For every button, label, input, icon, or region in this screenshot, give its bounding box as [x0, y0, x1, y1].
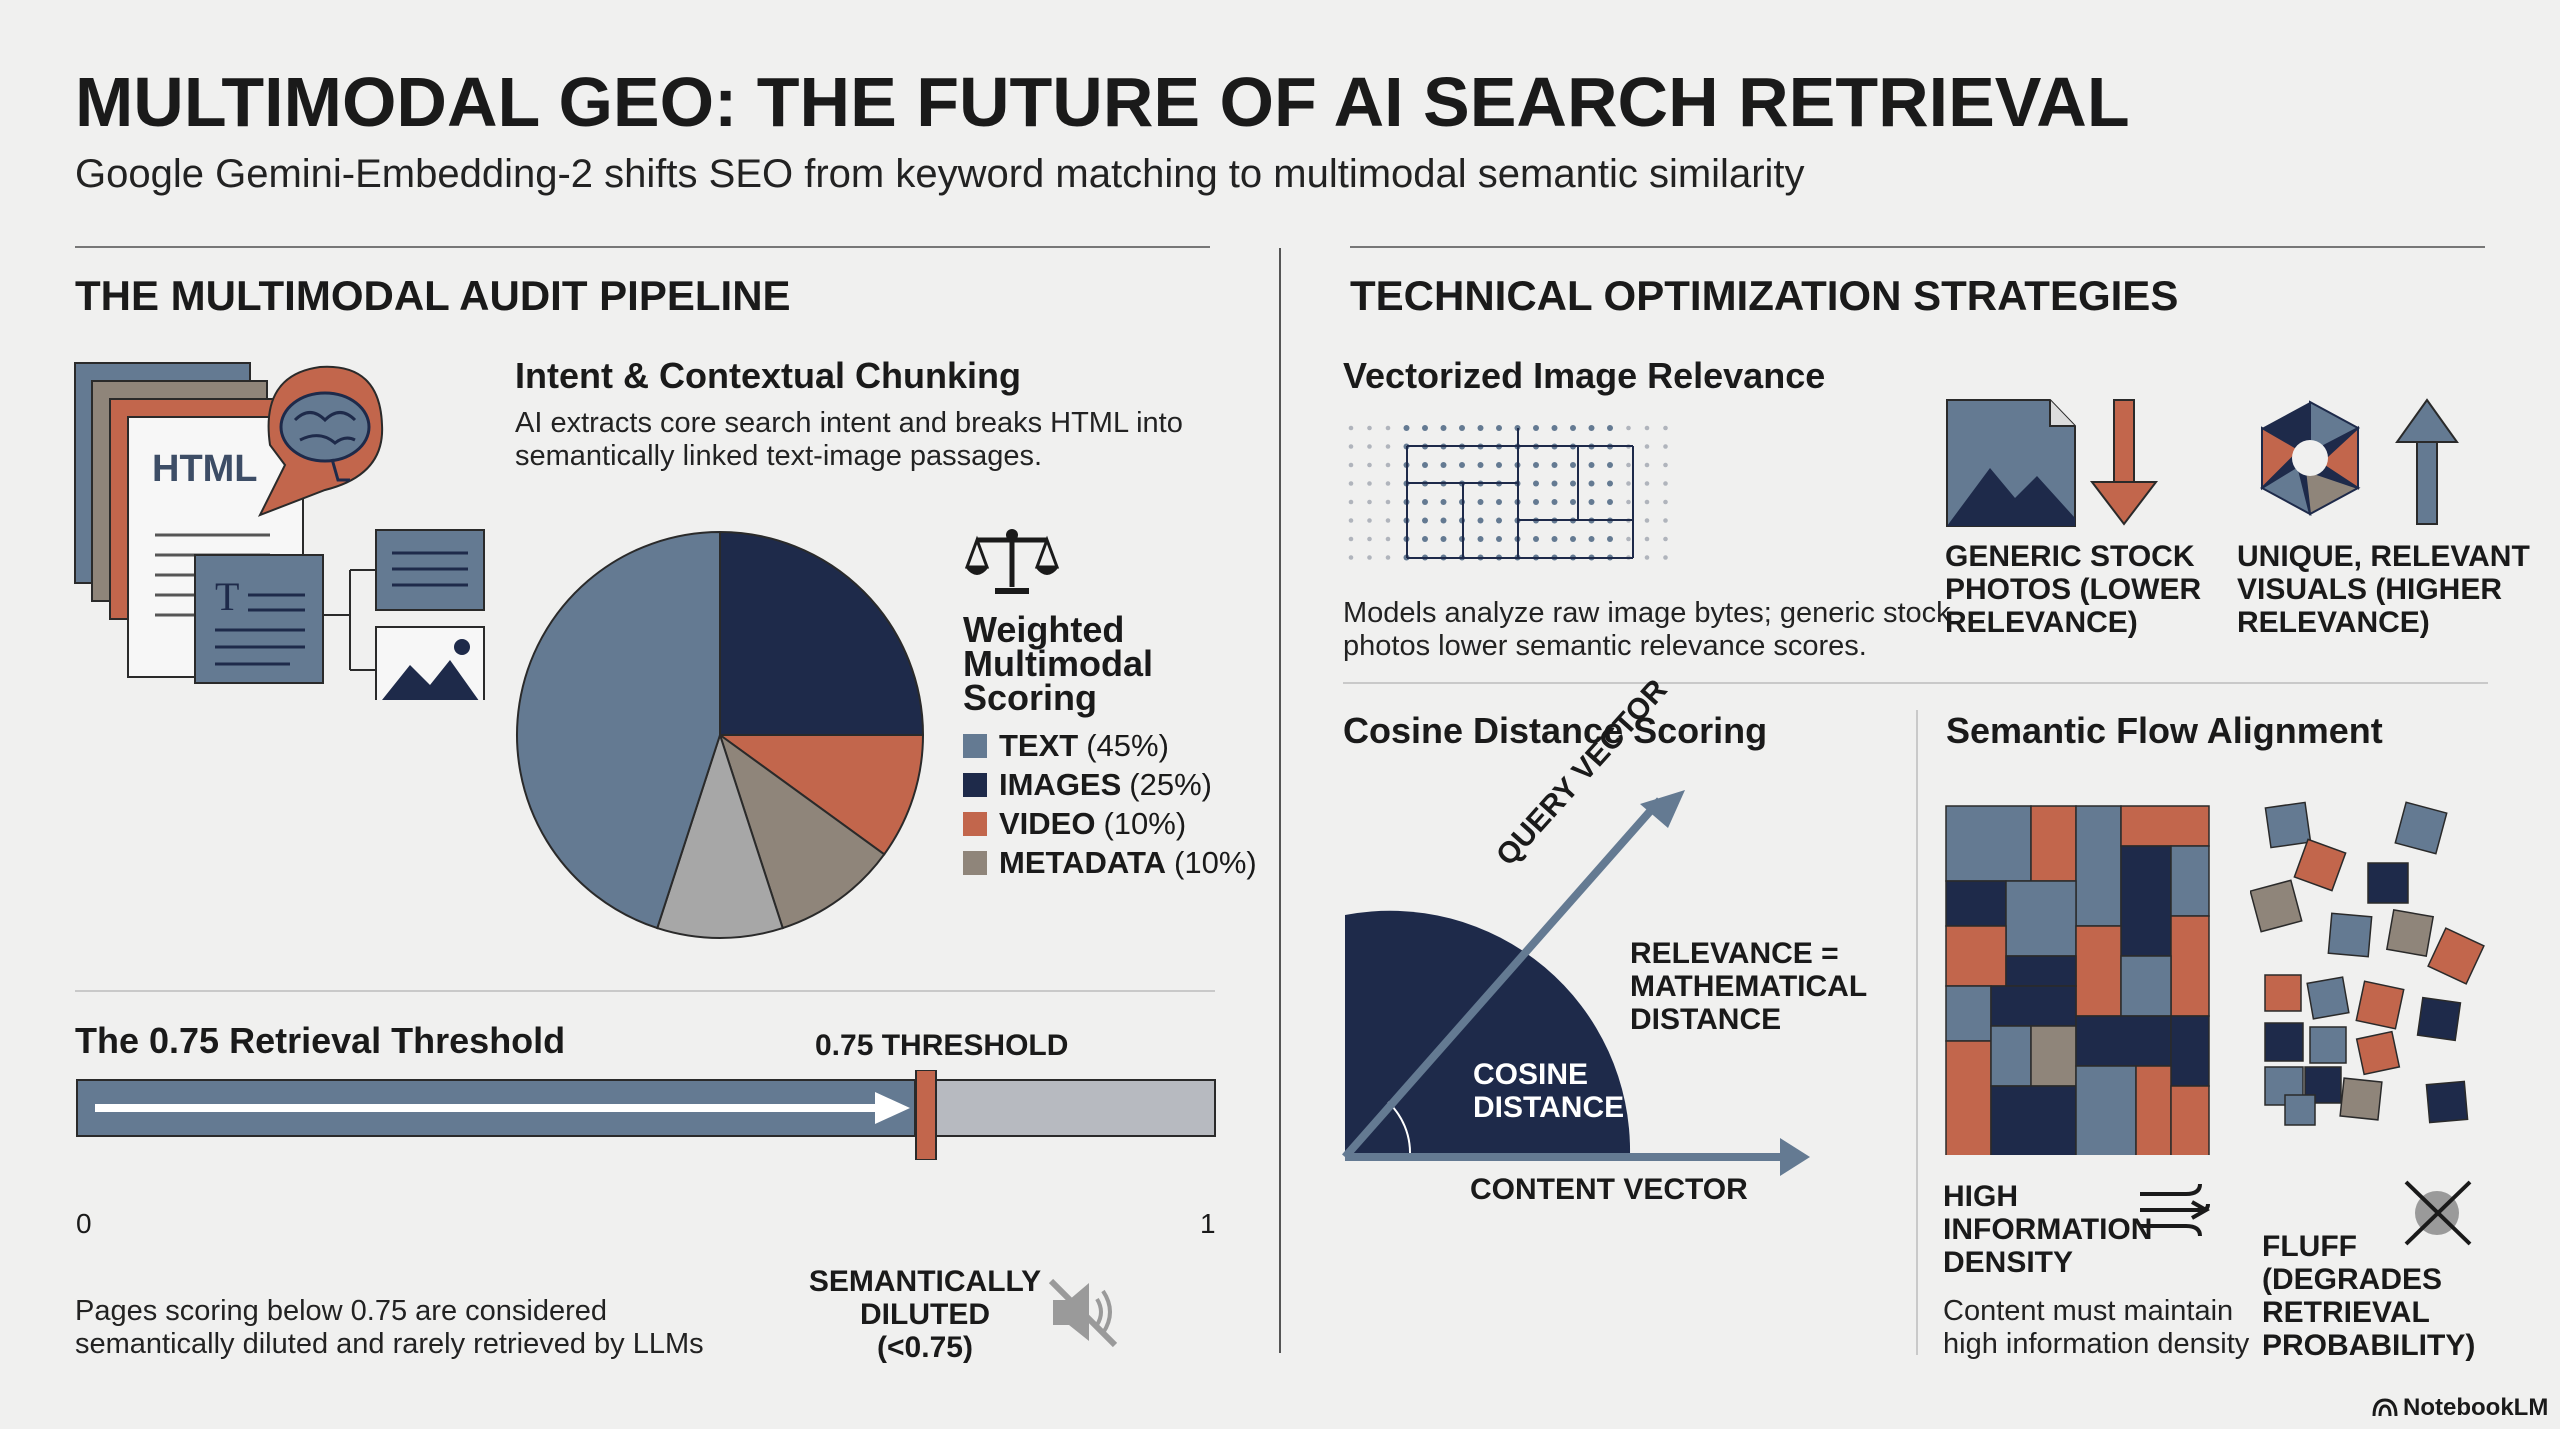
- unique-label-1: UNIQUE, RELEVANT: [2237, 540, 2530, 573]
- pie-slice-video: [716, 734, 925, 856]
- vector-grid-icon: [1348, 425, 1668, 561]
- generic-label-2: PHOTOS (LOWER: [1945, 573, 2202, 606]
- muted-speaker-icon: [1048, 1278, 1118, 1348]
- legend-label: METADATA: [999, 845, 1167, 880]
- dense-blocks-graphic: [1945, 805, 2210, 1155]
- strategies-vertical-divider: [1916, 710, 1918, 1355]
- legend-item-video: VIDEO (10%): [963, 806, 1186, 842]
- generic-label-1: GENERIC STOCK: [1945, 540, 2195, 573]
- right-divider: [1350, 246, 2485, 248]
- notebooklm-logo-icon: [2372, 1398, 2398, 1417]
- image-icon: [375, 626, 485, 700]
- cosine-diagram: [1342, 790, 1810, 1176]
- document-stack-icon: HTML T: [74, 362, 485, 700]
- content-vector-label: CONTENT VECTOR: [1470, 1173, 1748, 1206]
- generic-label-3: RELEVANCE): [1945, 606, 2138, 639]
- image-relevance-body-2: photos lower semantic relevance scores.: [1343, 630, 1867, 662]
- threshold-title: The 0.75 Retrieval Threshold: [75, 1020, 566, 1061]
- cross-out-icon: [2404, 1180, 2472, 1246]
- fluff-label-1: FLUFF: [2262, 1230, 2357, 1263]
- fluff-label-3: RETRIEVAL: [2262, 1296, 2430, 1329]
- unique-label-2: VISUALS (HIGHER: [2237, 573, 2503, 606]
- weighted-scoring-pie-chart: [516, 530, 925, 939]
- high-density-note-2: high information density: [1943, 1328, 2250, 1360]
- chunking-title: Intent & Contextual Chunking: [515, 355, 1021, 396]
- legend-label: TEXT: [999, 728, 1079, 763]
- threshold-marker-label: 0.75 THRESHOLD: [815, 1029, 1069, 1062]
- cosine-title: Cosine Distance Scoring: [1343, 710, 1768, 751]
- unique-logo-icon: [2259, 400, 2361, 516]
- chunking-body-2: semantically linked text-image passages.: [515, 440, 1043, 472]
- stock-photo-icon: [1946, 399, 2076, 527]
- chunking-body-1: AI extracts core search intent and break…: [515, 407, 1183, 439]
- page-title: MULTIMODAL GEO: THE FUTURE OF AI SEARCH …: [75, 63, 2130, 141]
- threshold-note-1: Pages scoring below 0.75 are considered: [75, 1295, 607, 1327]
- legend-item-metadata: METADATA (10%): [963, 845, 1257, 881]
- threshold-divider: [75, 990, 1215, 992]
- legend-value: (10%): [1174, 845, 1257, 880]
- high-density-label-2: INFORMATION: [1943, 1213, 2153, 1246]
- cosine-label-1: COSINE: [1473, 1058, 1589, 1091]
- scattered-blocks-graphic: [2250, 801, 2485, 1126]
- diluted-label-3: (<0.75): [877, 1331, 973, 1364]
- fluff-label-2: (DEGRADES: [2262, 1263, 2443, 1296]
- legend-value: (10%): [1103, 806, 1187, 841]
- threshold-max-label: 1: [1200, 1208, 1216, 1239]
- brain-icon: [257, 365, 384, 517]
- arrow-up-icon: [2395, 398, 2459, 525]
- section-heading-optimization: TECHNICAL OPTIMIZATION STRATEGIES: [1350, 272, 2179, 319]
- left-divider: [75, 246, 1210, 248]
- scoring-title-3: Scoring: [963, 677, 1098, 718]
- strategies-divider: [1343, 682, 2488, 684]
- legend-item-images: IMAGES (25%): [963, 767, 1212, 803]
- legend-item-text: TEXT (45%): [963, 728, 1169, 764]
- relevance-label-3: DISTANCE: [1630, 1003, 1782, 1036]
- fluff-label-4: PROBABILITY): [2262, 1329, 2476, 1362]
- unique-label-3: RELEVANCE): [2237, 606, 2430, 639]
- html-doc-label: HTML: [152, 448, 258, 490]
- legend-value: (45%): [1086, 728, 1169, 763]
- diluted-label-1: SEMANTICALLY: [808, 1265, 1042, 1298]
- footer-brand: NotebookLM: [2403, 1394, 2549, 1421]
- page-subtitle: Google Gemini-Embedding-2 shifts SEO fro…: [75, 152, 1805, 196]
- diluted-label-2: DILUTED: [860, 1298, 990, 1331]
- cosine-label-2: DISTANCE: [1473, 1091, 1625, 1124]
- legend-label: VIDEO: [999, 806, 1096, 841]
- section-heading-audit-pipeline: THE MULTIMODAL AUDIT PIPELINE: [75, 272, 791, 319]
- threshold-min-label: 0: [76, 1208, 92, 1239]
- legend-swatch: [963, 851, 987, 875]
- wind-flow-icon: [2140, 1183, 2211, 1237]
- high-density-note-1: Content must maintain: [1943, 1295, 2234, 1327]
- pie-slice-other: [656, 731, 784, 939]
- scoring-title-1: Weighted: [963, 609, 1125, 650]
- legend-label: IMAGES: [999, 767, 1122, 802]
- threshold-note-2: semantically diluted and rarely retrieve…: [75, 1328, 704, 1360]
- legend-swatch: [963, 734, 987, 758]
- flow-title: Semantic Flow Alignment: [1946, 710, 2383, 751]
- pie-slice-metadata: [718, 732, 886, 930]
- relevance-label-1: RELEVANCE =: [1630, 937, 1839, 970]
- pie-slice-text: [516, 530, 721, 930]
- pie-slice-images: [719, 530, 925, 736]
- high-density-label-1: HIGH: [1943, 1180, 2018, 1213]
- legend-swatch: [963, 773, 987, 797]
- legend-swatch: [963, 812, 987, 836]
- relevance-label-2: MATHEMATICAL: [1630, 970, 1868, 1003]
- center-divider: [1279, 248, 1281, 1353]
- threshold-bar: [76, 1070, 1216, 1160]
- balance-scale-icon: [965, 529, 1060, 594]
- legend-value: (25%): [1129, 767, 1212, 802]
- image-relevance-body-1: Models analyze raw image bytes; generic …: [1343, 597, 1951, 629]
- text-block-icon: T: [194, 554, 324, 684]
- arrow-down-icon: [2089, 399, 2159, 526]
- scoring-title-2: Multimodal: [963, 643, 1153, 684]
- high-density-label-3: DENSITY: [1943, 1246, 2074, 1279]
- image-relevance-title: Vectorized Image Relevance: [1343, 355, 1826, 396]
- svg-text:T: T: [215, 574, 239, 619]
